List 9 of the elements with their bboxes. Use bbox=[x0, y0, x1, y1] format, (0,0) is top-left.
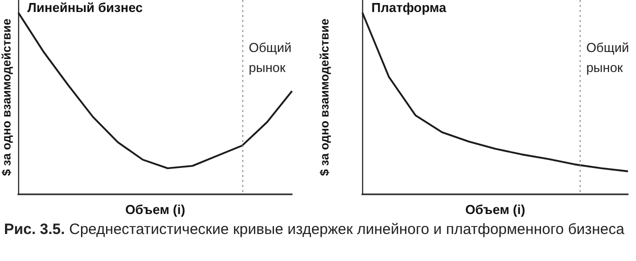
y-axis-title: $ за одно взаимодействие bbox=[318, 18, 332, 176]
text: Рис. 3.5. Среднестатистические кривые издержек линейного и платформенного бизнеса bbox=[3, 220, 626, 239]
annotation: Общий рынок bbox=[248, 40, 292, 76]
annotation: Общий рынок bbox=[586, 40, 629, 76]
chart-title: Линейный бизнес bbox=[27, 0, 143, 16]
x-axis-title: Объем (i) bbox=[465, 202, 526, 217]
x-axis-title: Объем (i) bbox=[125, 202, 186, 217]
chart-title: Платформа bbox=[371, 0, 447, 16]
y-axis-title: $ за одно взаимодействие bbox=[0, 18, 14, 176]
